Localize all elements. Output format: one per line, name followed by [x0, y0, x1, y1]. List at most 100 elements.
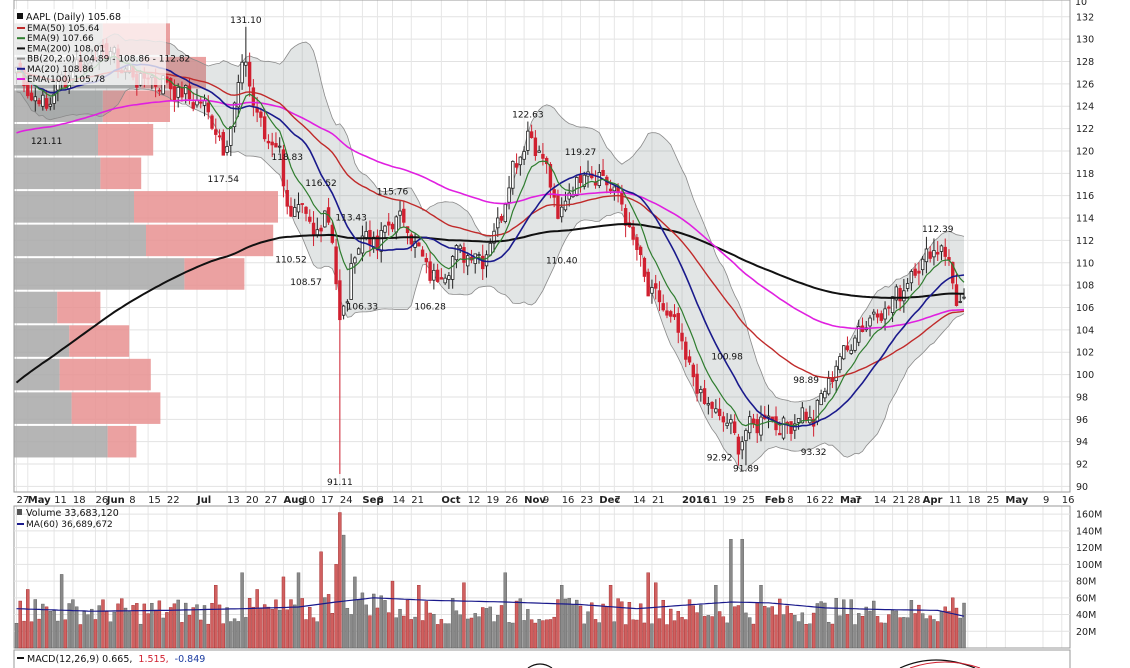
volume-bar: [560, 585, 564, 649]
legend: AAPL (Daily) 105.68 EMA(50) 105.64EMA(9)…: [14, 9, 190, 85]
volume-bar: [112, 611, 116, 649]
volume-bar: [522, 620, 526, 649]
candle: [676, 307, 680, 344]
volume-bar: [826, 621, 831, 649]
date-tick-label: Nov: [524, 495, 546, 506]
volume-bar: [48, 611, 53, 649]
candle: [420, 246, 425, 257]
candle: [492, 223, 496, 253]
price-tick-label: 130: [1076, 35, 1094, 46]
volume-bar: [503, 572, 507, 649]
volume-bar: [123, 607, 128, 649]
candle: [48, 97, 53, 111]
candle: [954, 273, 959, 307]
volume-bar: [951, 597, 955, 649]
volume-bar: [796, 621, 801, 649]
candle: [838, 353, 842, 374]
volume-bar: [454, 610, 459, 649]
date-tick-label: 21: [652, 495, 665, 506]
candle: [781, 415, 786, 441]
volume-bar: [823, 602, 827, 649]
candle: [214, 118, 218, 144]
volume-bar: [82, 611, 86, 649]
volume-tick-label: 40M: [1076, 610, 1096, 621]
volume-bar: [789, 613, 793, 649]
candle: [334, 238, 338, 291]
legend-entry: EMA(9) 107.66: [17, 34, 94, 44]
volume-profile-up: [100, 157, 142, 190]
volume-bar: [815, 603, 820, 649]
volume-bar: [341, 534, 346, 649]
volume-bar: [285, 609, 289, 649]
candle: [710, 401, 714, 419]
candle: [706, 396, 711, 415]
volume-bar: [887, 614, 891, 649]
volume-profile-down: [14, 224, 146, 257]
candle: [398, 200, 402, 228]
volume-bar: [778, 598, 782, 649]
price-annotation: 91.89: [733, 465, 759, 475]
date-tick-label: 17: [321, 495, 334, 506]
candle: [902, 278, 906, 313]
volume-legend-ma: MA(60) 36,689,672: [26, 520, 113, 530]
volume-bar: [864, 606, 868, 649]
volume-bar: [544, 619, 549, 649]
candle: [917, 262, 921, 286]
volume-bar: [834, 598, 838, 649]
candle: [736, 433, 741, 466]
price-tick-label: 98: [1076, 392, 1088, 403]
volume-bar: [176, 599, 180, 649]
volume-bar: [781, 614, 786, 649]
price-tick-label: 96: [1076, 415, 1088, 426]
candle: [375, 229, 380, 260]
price-axis: 90 92 94 96 98 100 102 104 106 108 110 112 114 116 118…: [1076, 12, 1094, 493]
volume-bar: [804, 624, 808, 649]
volume-bar: [529, 619, 534, 649]
volume-bar: [142, 603, 147, 649]
volume-bar: [37, 618, 41, 649]
macd-legend-histogram: -0.849: [175, 654, 206, 665]
volume-bar: [383, 600, 387, 649]
volume-bar: [120, 598, 124, 649]
candle: [341, 304, 346, 320]
volume-bar: [146, 613, 150, 649]
volume-bar: [195, 604, 199, 649]
date-tick-label: 19: [487, 495, 500, 506]
volume-bar: [902, 617, 906, 649]
volume-bar: [150, 602, 154, 649]
candle: [962, 288, 966, 300]
macd-signal-fragment-right: [909, 661, 981, 668]
volume-bar: [868, 610, 872, 649]
volume-profile-up: [134, 191, 278, 223]
volume-bar: [210, 603, 214, 649]
date-tick-label: 11: [705, 495, 718, 506]
volume-bar: [481, 607, 485, 649]
date-tick-label: Oct: [441, 495, 460, 506]
volume-bar: [845, 614, 850, 649]
candle: [225, 140, 229, 156]
volume-bar: [59, 574, 64, 649]
candle: [244, 26, 248, 77]
volume-bar: [571, 604, 575, 649]
volume-bar: [281, 576, 286, 649]
volume-bar: [496, 615, 500, 649]
volume-bar: [187, 614, 192, 649]
volume-bar: [435, 624, 440, 649]
candle: [274, 132, 278, 148]
candle: [635, 233, 639, 261]
volume-profile-down: [14, 191, 134, 223]
candle: [285, 179, 289, 215]
candle: [699, 385, 703, 402]
volume-bar: [706, 615, 711, 649]
candle: [789, 421, 793, 441]
legend-entry: MA(20) 108.86: [17, 65, 94, 75]
volume-bar: [161, 617, 165, 649]
volume-bar: [939, 611, 944, 649]
price-tick-label: 102: [1076, 348, 1094, 359]
candle: [522, 146, 526, 166]
volume-bar: [763, 605, 767, 649]
volume-bar: [424, 601, 429, 649]
candle: [454, 244, 459, 269]
ema9-line: [16, 55, 965, 427]
candle: [353, 256, 357, 274]
